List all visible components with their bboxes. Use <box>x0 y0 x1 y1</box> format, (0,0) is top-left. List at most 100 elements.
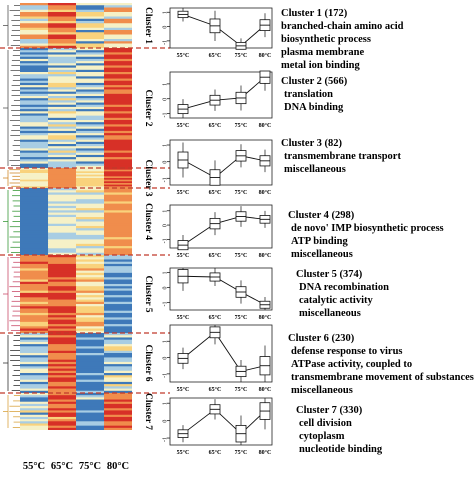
heatmap-cell <box>104 346 132 350</box>
heatmap-cell <box>48 388 77 392</box>
heatmap-cell <box>76 183 105 186</box>
cluster-term: catalytic activity <box>299 295 374 306</box>
heatmap-cell <box>48 135 77 139</box>
heatmap-cell <box>48 279 77 283</box>
median-line <box>182 14 266 47</box>
heatmap-cell <box>20 165 49 169</box>
heatmap-cell <box>20 144 49 147</box>
plot-x-label: 75°C <box>235 449 248 456</box>
heatmap-cell <box>104 272 132 276</box>
heatmap-cell <box>48 230 77 234</box>
heatmap-cell <box>48 3 77 6</box>
heatmap-cell <box>20 150 49 154</box>
heatmap-cell <box>48 154 77 158</box>
heatmap-cell <box>76 217 105 220</box>
heatmap-cell <box>48 368 77 372</box>
heatmap-cell <box>20 321 49 325</box>
heatmap-cell <box>104 339 132 343</box>
heatmap-cell <box>76 297 105 301</box>
heatmap-cell <box>20 65 49 69</box>
y-tick-label: -1 <box>163 177 169 182</box>
heatmap-cell <box>48 243 77 247</box>
heatmap-cell <box>48 159 77 163</box>
heatmap-cell <box>76 373 105 376</box>
heatmap-cell <box>104 248 132 252</box>
heatmap-cell <box>48 425 77 429</box>
heatmap-cell <box>104 169 132 172</box>
cluster-term: metal ion binding <box>281 60 361 71</box>
heatmap-cell <box>76 58 105 62</box>
heatmap-cell <box>48 96 77 99</box>
cluster-term: transmembrane transport <box>284 151 401 162</box>
heatmap-cell <box>20 277 49 281</box>
heatmap-cell <box>48 310 77 314</box>
heatmap-cell <box>104 89 132 93</box>
heatmap-cell <box>48 250 77 254</box>
heatmap-cell <box>104 335 132 339</box>
heatmap-cell <box>48 286 77 290</box>
heatmap-cell <box>76 196 105 200</box>
heatmap-cell <box>48 152 77 156</box>
heatmap-cell <box>20 339 49 343</box>
cluster-title: Cluster 5 (374) <box>296 269 363 280</box>
heatmap-cell <box>20 190 49 194</box>
heatmap-cell <box>20 228 49 232</box>
heatmap-cell <box>20 366 49 370</box>
heatmap-cell <box>20 30 49 33</box>
heatmap-cell <box>48 395 77 398</box>
heatmap-cell <box>104 319 132 323</box>
heatmap-cell <box>76 359 105 363</box>
heatmap-cell <box>76 324 105 327</box>
heatmap-cell <box>76 174 105 177</box>
heatmap-cell <box>76 32 105 36</box>
heatmap-cell <box>76 161 105 165</box>
heatmap-cell <box>76 178 105 181</box>
plot-x-label: 75°C <box>235 122 248 129</box>
cluster-term: transmembrane movement of substances <box>291 372 474 383</box>
heatmap-cell <box>20 335 49 339</box>
heatmap-cell <box>76 317 105 321</box>
heatmap-cell <box>104 168 132 171</box>
cluster-annotation-1: Cluster 1 (172) branched-chain amino acid… <box>281 8 404 71</box>
plot-x-label: 80°C <box>259 449 272 456</box>
heatmap-cell <box>76 173 105 176</box>
heatmap-cell <box>20 370 49 374</box>
heatmap-cell <box>104 395 132 398</box>
heatmap-cell <box>104 98 132 101</box>
heatmap-cell <box>76 277 105 281</box>
cluster-term: cytoplasm <box>299 431 345 442</box>
heatmap-cell <box>76 104 105 108</box>
heatmap-cell <box>76 135 105 139</box>
heatmap-cell <box>76 165 105 169</box>
heatmap-column-label: 75°C <box>79 461 101 472</box>
heatmap-cell <box>76 425 105 429</box>
heatmap-cell <box>76 139 105 143</box>
heatmap-cell <box>76 36 105 40</box>
cluster-plot-7: 1 0 -1 55°C 65°C 75°C 80°C <box>163 397 273 456</box>
heatmap-cell <box>20 368 49 372</box>
heatmap-cell <box>20 219 49 223</box>
heatmap-cell <box>20 304 49 307</box>
heatmap-cell <box>48 113 77 117</box>
heatmap-cell <box>76 5 105 9</box>
heatmap-cell <box>104 69 132 73</box>
heatmap-cell <box>76 109 105 112</box>
heatmap-cell <box>76 201 105 205</box>
heatmap-cell <box>104 61 132 64</box>
heatmap-cell <box>104 299 132 303</box>
heatmap-cell <box>104 388 132 392</box>
heatmap-cell <box>104 324 132 327</box>
heatmap-cell <box>104 225 132 229</box>
heatmap-cell <box>104 304 132 307</box>
heatmap-cell <box>76 163 105 167</box>
plot-x-label: 55°C <box>177 314 190 321</box>
dendrogram-branch-5 <box>3 256 20 332</box>
heatmap-cell <box>76 348 105 352</box>
heatmap-cell <box>104 150 132 154</box>
heatmap-cell <box>104 117 132 121</box>
heatmap-cell <box>76 250 105 254</box>
heatmap-cell <box>20 299 49 303</box>
heatmap-cell <box>48 148 77 152</box>
heatmap-cell <box>20 74 49 77</box>
heatmap-cell <box>76 370 105 374</box>
